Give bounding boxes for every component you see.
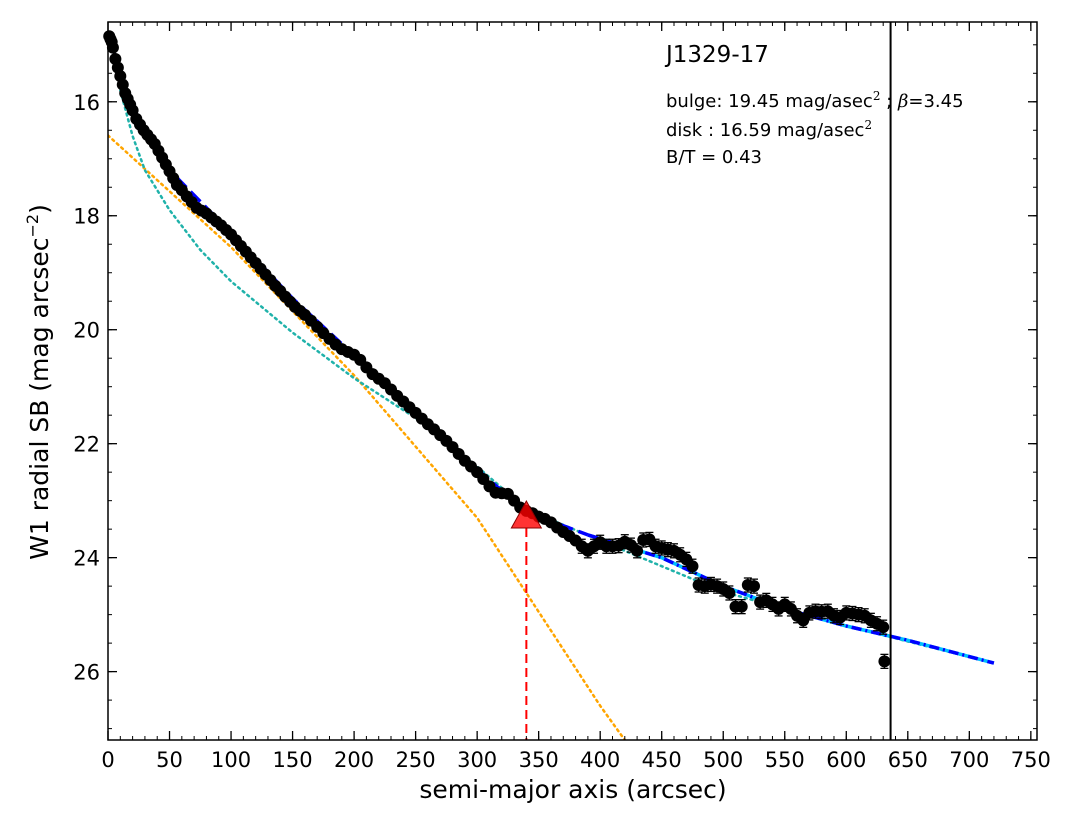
y-tick-label: 16 — [73, 91, 100, 115]
x-tick-label: 600 — [826, 748, 866, 772]
data-point-marker — [735, 600, 748, 613]
bulge-value: 19.45 mag/asec — [728, 91, 873, 112]
disk-prefix: disk : — [666, 120, 720, 141]
bt-annotation: B/T = 0.43 — [666, 147, 763, 168]
x-tick-label: 300 — [457, 748, 497, 772]
x-tick-label: 550 — [765, 748, 805, 772]
data-point — [747, 578, 760, 594]
x-tick-label: 450 — [642, 748, 682, 772]
data-point-marker — [747, 580, 760, 593]
chart-annotation-title: J1329-17 — [666, 42, 769, 68]
bulge-sep: ; — [880, 91, 898, 112]
x-tick-label: 250 — [396, 748, 436, 772]
data-point — [878, 653, 891, 670]
bulge-curve — [108, 134, 627, 740]
y-axis-label-close: ) — [25, 204, 54, 214]
y-axis-label-sup: −2 — [23, 214, 42, 238]
bulge-curve-layer — [108, 134, 627, 740]
outer-fit-curve — [587, 533, 995, 665]
x-tick-label: 500 — [703, 748, 743, 772]
total-fit-curve — [112, 52, 589, 537]
data-point — [686, 558, 699, 574]
y-axis-label-main: W1 radial SB (mag arcsec — [25, 238, 54, 560]
transition-marker — [510, 500, 543, 529]
y-tick-label: 24 — [73, 547, 100, 571]
data-point-marker — [878, 655, 891, 668]
disk-sup: 2 — [864, 118, 873, 132]
data-point-marker — [723, 586, 736, 599]
data-point — [563, 529, 576, 542]
total-fit-layer — [112, 52, 995, 665]
x-ticks-layer: 0 50 100 150 200 250 300 350 400 450 500 550 600 650 7… — [101, 22, 1051, 772]
y-tick-label: 18 — [73, 205, 100, 229]
plot-frame — [107, 21, 1038, 741]
disk-annotation: disk : 16.59 mag/asec2 — [666, 118, 872, 141]
beta-symbol: β — [897, 91, 909, 112]
data-point-marker — [686, 560, 699, 573]
data-point — [735, 599, 748, 615]
x-tick-label: 700 — [949, 748, 989, 772]
x-tick-label: 0 — [101, 748, 114, 772]
y-tick-label: 22 — [73, 433, 100, 457]
data-point — [877, 619, 890, 635]
marker-layer — [510, 500, 543, 740]
x-axis-label: semi-major axis (arcsec) — [419, 775, 726, 804]
disk-curve-layer — [119, 89, 996, 665]
y-tick-label: 26 — [73, 661, 100, 685]
x-tick-label: 150 — [273, 748, 313, 772]
bulge-prefix: bulge: — [666, 91, 729, 112]
data-point — [624, 537, 637, 553]
y-tick-label: 20 — [73, 319, 100, 343]
bulge-sup: 2 — [872, 89, 881, 103]
x-tick-label: 50 — [156, 748, 183, 772]
x-tick-label: 350 — [519, 748, 559, 772]
x-tick-label: 100 — [211, 748, 251, 772]
data-point-marker — [877, 621, 890, 634]
beta-value: =3.45 — [908, 91, 964, 112]
disk-value: 16.59 mag/asec — [719, 120, 865, 141]
bulge-annotation: bulge: 19.45 mag/asec2 ; β=3.45 — [666, 89, 964, 112]
x-tick-label: 200 — [334, 748, 374, 772]
data-points-layer — [103, 30, 891, 670]
x-tick-label: 650 — [888, 748, 928, 772]
data-point — [723, 585, 736, 601]
y-axis-label: W1 radial SB (mag arcsec−2) — [23, 204, 54, 560]
x-tick-label: 400 — [580, 748, 620, 772]
disk-curve — [119, 89, 996, 665]
x-tick-label: 750 — [1011, 748, 1051, 772]
data-point — [501, 487, 514, 500]
data-point-marker — [631, 544, 644, 557]
